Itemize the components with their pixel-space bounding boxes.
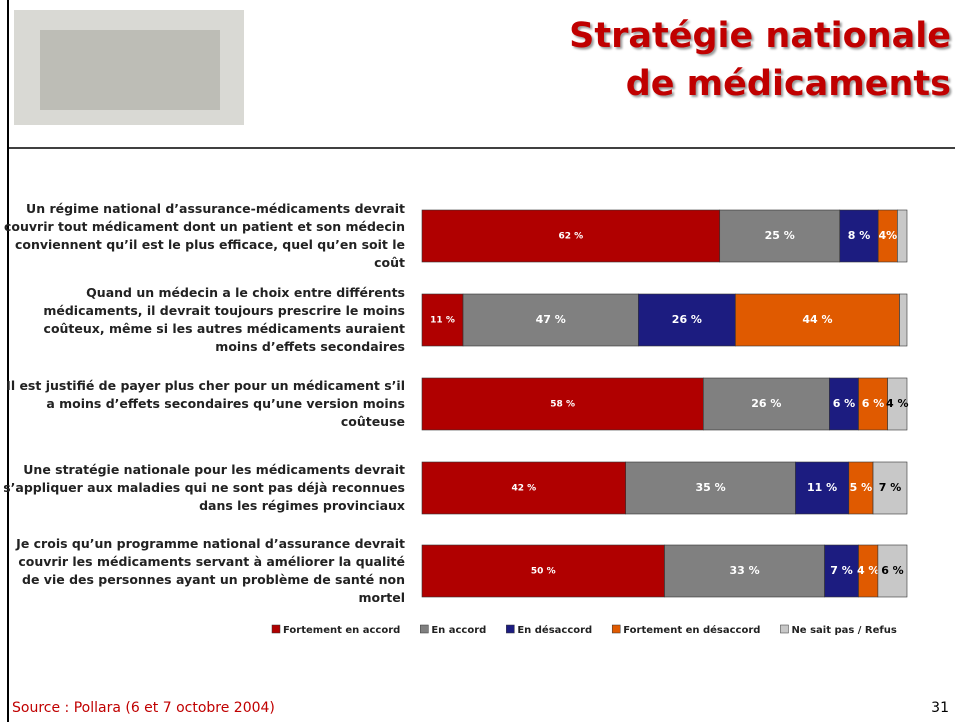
value-label: 42 % [512, 484, 537, 494]
value-label: 6 % [881, 564, 904, 577]
value-label: 33 % [729, 564, 759, 577]
bar-segment [421, 544, 665, 598]
value-label: 50 % [531, 567, 556, 577]
bar-segment [899, 293, 908, 347]
value-label: 26 % [751, 397, 781, 410]
value-label: 25 % [765, 229, 795, 242]
value-label: 4 % [857, 564, 880, 577]
value-label: 11 % [807, 481, 837, 494]
value-label: 62 % [559, 232, 584, 242]
building-shape [40, 30, 220, 110]
value-label: 47 % [536, 313, 566, 326]
bar-segment [421, 377, 704, 431]
bar-segment [421, 209, 721, 263]
legend-swatch [506, 624, 515, 634]
bar-segment [719, 209, 841, 263]
title: Stratégie nationale de médicaments [569, 16, 951, 104]
value-label: 44 % [802, 313, 832, 326]
category-label: Quand un médecin a le choix entre différ… [43, 285, 405, 354]
bar-segment [735, 293, 900, 347]
bar-segment [897, 209, 908, 263]
bar-segment [795, 461, 850, 515]
bar-segment [848, 461, 874, 515]
bar-segment [872, 461, 908, 515]
category-label: Une stratégie nationale pour les médicam… [3, 462, 405, 513]
value-label: 6 % [833, 397, 856, 410]
value-label: 58 % [550, 400, 575, 410]
value-label: 7 % [830, 564, 853, 577]
source: Source : Pollara (6 et 7 octobre 2004) [12, 700, 275, 716]
legend-label: Fortement en accord [283, 625, 400, 636]
legend-swatch [420, 624, 429, 634]
value-label: 35 % [695, 481, 725, 494]
value-label: 5 % [850, 481, 873, 494]
bar-segment [638, 293, 736, 347]
legend-label: Ne sait pas / Refus [791, 625, 896, 636]
bar-segment [887, 377, 908, 431]
bar-segment [839, 209, 879, 263]
value-label: 4 % [886, 397, 909, 410]
value-label: 4% [878, 229, 897, 242]
value-label: 11 % [430, 316, 455, 326]
bar-segment [829, 377, 859, 431]
value-label: 26 % [672, 313, 702, 326]
bar-segment [625, 461, 796, 515]
bar-segment [421, 293, 464, 347]
legend-swatch [271, 624, 281, 634]
bar-segment [824, 544, 859, 598]
value-label: 8 % [848, 229, 871, 242]
legend-label: En accord [431, 625, 486, 636]
legend-label: Fortement en désaccord [623, 624, 760, 636]
bar-segment [462, 293, 639, 347]
bar-segment [858, 377, 888, 431]
legend-swatch [611, 624, 621, 634]
legend-swatch [780, 624, 789, 634]
legend-label: En désaccord [517, 624, 592, 636]
value-label: 6 % [862, 397, 885, 410]
category-label: Un régime national d’assurance-médicamen… [4, 201, 405, 270]
category-label: Je crois qu’un programme national d’assu… [16, 536, 405, 605]
page-number: 31 [931, 700, 949, 716]
bar-segment [702, 377, 830, 431]
category-label: Il est justifié de payer plus cher pour … [6, 378, 405, 429]
value-label: 7 % [879, 481, 902, 494]
bar-segment [421, 461, 626, 515]
bar-segment [877, 544, 908, 598]
